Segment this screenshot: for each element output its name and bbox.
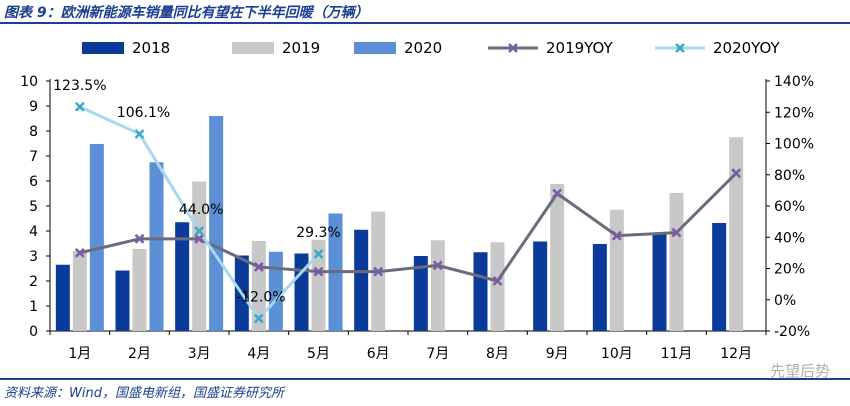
legend-label: 2020 — [404, 39, 442, 57]
marker-2019YOY — [611, 230, 622, 241]
y-right-tick-label: 80% — [774, 168, 805, 184]
bar-2020 — [149, 162, 164, 331]
bar-2018 — [55, 264, 70, 331]
marker-2020YOY — [253, 313, 264, 324]
y-left-tick-label: 9 — [29, 99, 38, 115]
x-tick-label: 10月 — [601, 346, 633, 362]
legend-label: 2019 — [282, 39, 320, 57]
bar-2019 — [72, 251, 87, 331]
marker-2019YOY — [313, 266, 324, 277]
bar-2019 — [609, 209, 624, 331]
bar-2018 — [115, 270, 130, 331]
x-tick-label: 8月 — [486, 346, 509, 362]
y-left-tick-label: 5 — [29, 199, 38, 215]
y-right-tick-label: 100% — [774, 137, 814, 153]
data-label: 123.5% — [53, 78, 106, 94]
chart-title: 图表 9：欧洲新能源车销量同比有望在下半年回暖（万辆） — [4, 5, 369, 21]
x-tick-label: 2月 — [128, 346, 151, 362]
footer-divider — [0, 378, 850, 380]
x-tick-label: 6月 — [367, 346, 390, 362]
legend-marker-2020YOY — [675, 43, 685, 53]
x-tick-label: 1月 — [68, 346, 91, 362]
x-tick-label: 11月 — [661, 346, 693, 362]
bar-2019 — [192, 181, 207, 331]
bar-2019 — [430, 240, 445, 331]
y-left-tick-label: 3 — [29, 249, 38, 265]
x-tick-label: 4月 — [247, 346, 270, 362]
bar-2018 — [175, 222, 190, 331]
bar-2019 — [669, 193, 684, 331]
legend-marker-2019YOY — [508, 43, 518, 53]
y-right-tick-label: 0% — [774, 293, 796, 309]
bar-2018 — [354, 229, 369, 331]
bar-2018 — [413, 256, 428, 331]
bar-2020 — [209, 116, 224, 331]
bar-2018 — [533, 241, 548, 331]
bar-2018 — [294, 253, 309, 331]
bar-2019 — [132, 249, 147, 331]
bar-2018 — [652, 234, 667, 331]
legend-swatch-2020 — [354, 42, 396, 54]
legend-label: 2018 — [132, 39, 170, 57]
y-left-tick-label: 6 — [29, 174, 38, 190]
legend-swatch-2019 — [232, 42, 274, 54]
data-label: -12.0% — [236, 290, 286, 306]
marker-2020YOY — [194, 226, 205, 236]
marker-2019YOY — [432, 260, 443, 271]
x-tick-label: 9月 — [546, 346, 569, 362]
bar-2020 — [89, 144, 104, 331]
legend-label: 2020YOY — [713, 39, 781, 57]
marker-2019YOY — [552, 188, 563, 199]
marker-2020YOY — [134, 129, 145, 139]
legend-label: 2019YOY — [546, 39, 614, 57]
marker-2020YOY — [313, 249, 324, 259]
y-left-tick-label: 2 — [29, 274, 38, 290]
bar-2018 — [712, 223, 727, 331]
source-note: 资料来源：Wind，国盛电新组，国盛证券研究所 — [4, 386, 284, 401]
watermark: 先望后势 — [769, 362, 830, 380]
y-right-tick-label: 60% — [774, 199, 805, 215]
bar-2018 — [592, 244, 607, 331]
marker-2019YOY — [731, 168, 742, 179]
y-left-tick-label: 1 — [29, 299, 38, 315]
x-tick-label: 3月 — [188, 346, 211, 362]
data-label: 44.0% — [179, 202, 223, 218]
marker-2019YOY — [492, 276, 503, 286]
x-tick-label: 12月 — [720, 346, 752, 362]
marker-2019YOY — [194, 233, 205, 244]
marker-2020YOY — [74, 101, 85, 112]
y-right-tick-label: 20% — [774, 262, 805, 278]
y-right-tick-label: -20% — [774, 324, 810, 340]
bar-2019 — [311, 239, 326, 331]
bar-2019 — [490, 242, 505, 331]
y-left-tick-label: 8 — [29, 124, 38, 140]
y-right-tick-label: 140% — [774, 74, 814, 90]
title-bar: 图表 9：欧洲新能源车销量同比有望在下半年回暖（万辆） — [0, 0, 850, 24]
marker-2019YOY — [134, 233, 145, 244]
bar-2019 — [550, 184, 565, 331]
y-right-tick-label: 120% — [774, 105, 814, 121]
marker-2019YOY — [671, 227, 682, 238]
chart: 0 1 2 3 4 5 6 7 8 9 10 -20% 0% 20% 40% 60% 80% 100% 120% 14… — [20, 39, 814, 362]
y-left-tick-label: 0 — [29, 324, 38, 340]
marker-2019YOY — [253, 262, 264, 272]
legend-swatch-2018 — [82, 42, 124, 54]
y-right-tick-label: 40% — [774, 230, 805, 246]
bar-2019 — [729, 137, 744, 331]
marker-2019YOY — [373, 266, 384, 277]
y-left-tick-label: 10 — [20, 74, 38, 90]
line-2019YOY — [79, 172, 738, 283]
x-tick-label: 5月 — [307, 346, 330, 362]
bar-2020 — [268, 251, 283, 331]
data-label: 29.3% — [296, 225, 340, 241]
data-label: 106.1% — [117, 105, 170, 121]
x-tick-label: 7月 — [426, 346, 449, 362]
y-left-tick-label: 7 — [29, 149, 38, 165]
y-left-tick-label: 4 — [29, 224, 38, 240]
marker-2019YOY — [74, 247, 85, 258]
bar-2018 — [473, 252, 488, 331]
